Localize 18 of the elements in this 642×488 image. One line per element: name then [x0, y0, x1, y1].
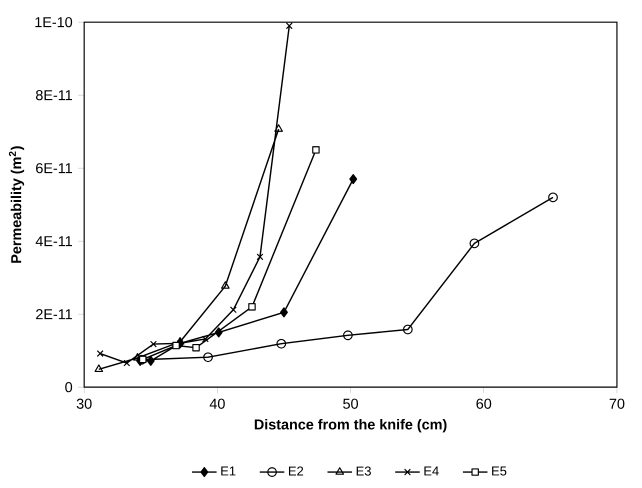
y-tick-label: 4E-11: [36, 236, 72, 246]
x-tick-label: 50: [343, 398, 358, 410]
legend-label: E1: [221, 466, 236, 476]
x-tick-label: 70: [610, 398, 624, 410]
legend-label: E3: [356, 466, 371, 476]
y-axis-title: Permeability (m$^{2}$): [8, 146, 24, 264]
legend-label: E5: [492, 466, 506, 476]
legend-label: E4: [424, 466, 439, 476]
legend-label: E2: [288, 466, 304, 476]
x-tick-label: 30: [76, 398, 92, 410]
y-tick-label: 2E-11: [36, 309, 72, 320]
y-tick-label: 0: [65, 382, 72, 392]
x-tick-label: 40: [210, 398, 225, 410]
x-axis-title: Distance from the knife (cm): [254, 419, 447, 433]
y-tick-label: 8E-11: [36, 90, 72, 100]
x-tick-label: 60: [476, 398, 492, 410]
y-tick-label: 1E-10: [35, 17, 72, 28]
y-tick-label: 6E-11: [36, 163, 72, 174]
